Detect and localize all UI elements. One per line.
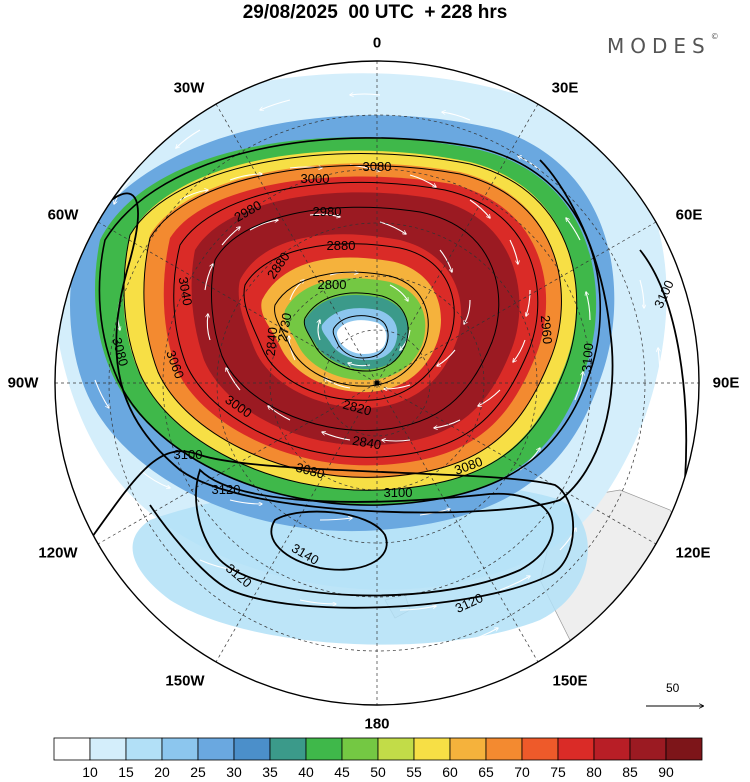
colorbar-swatch [305, 737, 343, 761]
colorbar-swatch [593, 737, 631, 761]
colorbar-tick-label: 90 [658, 764, 674, 780]
colorbar-tick-label: 25 [190, 764, 206, 780]
map-title: 29/08/2025 00 UTC + 228 hrs [242, 2, 508, 23]
lon-label-0: 0 [372, 34, 382, 52]
wind-band-center [336, 320, 387, 354]
modes-logo: MODES© [607, 32, 719, 58]
colorbar-tick-label: 30 [226, 764, 242, 780]
contour-2820: 2820 [341, 397, 373, 419]
height-contours [55, 137, 688, 609]
contour-3000-a: 3000 [301, 171, 330, 186]
vector-scale-label: 50 [666, 681, 680, 695]
lon-label-60w: 60W [47, 206, 79, 224]
lon-label-60e: 60E [675, 206, 703, 224]
colorbar-swatch [125, 737, 163, 761]
colorbar-tick-label: 55 [406, 764, 422, 780]
colorbar-tick-label: 60 [442, 764, 458, 780]
colorbar-tick-label: 35 [262, 764, 278, 780]
colorbar-tick-label: 65 [478, 764, 494, 780]
contour-3080-a: 3080 [363, 159, 392, 174]
colorbar-tick-label: 80 [586, 764, 602, 780]
graticule [55, 61, 699, 705]
contour-2980-a: 2980 [313, 204, 342, 219]
colorbar-swatch [665, 737, 703, 761]
contour-2730: 2730 [275, 312, 295, 343]
colorbar-swatch [341, 737, 379, 761]
wind-band-south-jet [132, 482, 588, 645]
lon-label-90w: 90W [7, 374, 39, 392]
colorbar-tick-label: 15 [118, 764, 134, 780]
colorbar-tick-label: 45 [334, 764, 350, 780]
contour-3120-a: 3120 [212, 482, 241, 497]
contour-2880-a: 2880 [327, 238, 356, 253]
contour-3040: 3040 [176, 276, 196, 307]
colorbar-swatch [557, 737, 595, 761]
colorbar-swatch [53, 737, 91, 761]
pole-marker [374, 380, 380, 386]
colorbar-swatch [449, 737, 487, 761]
colorbar-swatch [197, 737, 235, 761]
colorbar-swatch [485, 737, 523, 761]
colorbar-swatch [269, 737, 307, 761]
contour-3100-a: 3100 [174, 447, 203, 462]
colorbar-tick-label: 40 [298, 764, 314, 780]
colorbar-tick-label: 85 [622, 764, 638, 780]
contour-3080-c: 3080 [294, 460, 326, 482]
contour-2960: 2960 [538, 315, 555, 345]
lon-label-150e: 150E [552, 672, 588, 690]
colorbar-swatch [413, 737, 451, 761]
lon-label-30w: 30W [173, 79, 205, 97]
map-border [54, 60, 700, 706]
colorbar-tick-label: 20 [154, 764, 170, 780]
contour-3100-b: 3100 [384, 485, 413, 500]
contour-2800: 2800 [318, 277, 347, 292]
colorbar-swatch [377, 737, 415, 761]
contour-2840-b: 2840 [351, 433, 382, 453]
colorbar-tick-label: 75 [550, 764, 566, 780]
lon-label-150w: 150W [165, 672, 205, 690]
lon-label-120w: 120W [38, 544, 78, 562]
colorbar-swatch [161, 737, 199, 761]
colorbar-tick-label: 70 [514, 764, 530, 780]
colorbar-swatch [233, 737, 271, 761]
colorbar-swatch [89, 737, 127, 761]
contour-3100-c: 3100 [579, 343, 596, 373]
lon-label-180: 180 [364, 715, 390, 733]
colorbar-swatch [521, 737, 559, 761]
colorbar-swatch [629, 737, 667, 761]
colorbar-tick-label: 50 [370, 764, 386, 780]
lon-label-90e: 90E [712, 374, 740, 392]
lon-label-30e: 30E [551, 79, 579, 97]
contour-3080-b: 3080 [109, 336, 131, 368]
colorbar-tick-label: 10 [82, 764, 98, 780]
lon-label-120e: 120E [675, 544, 711, 562]
contour-2840: 2840 [263, 327, 280, 357]
